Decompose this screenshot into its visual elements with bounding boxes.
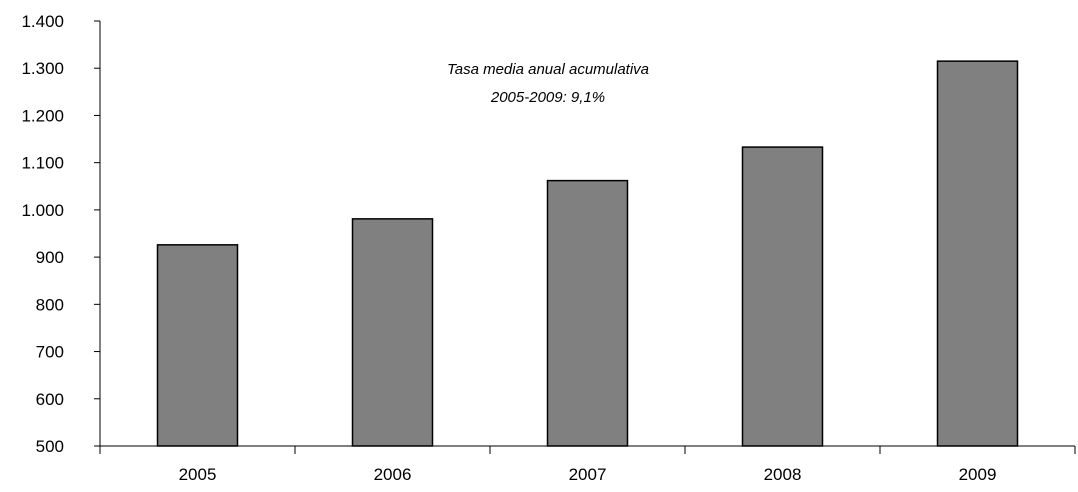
annotation-line-2: 2005-2009: 9,1%: [490, 89, 605, 106]
x-tick-label: 2006: [374, 465, 412, 484]
y-tick-label: 1.300: [21, 59, 64, 78]
bar-2005: [156, 244, 239, 447]
y-tick-label: 1.100: [21, 154, 64, 173]
x-tick-label: 2005: [179, 465, 217, 484]
y-tick-label: 800: [36, 295, 64, 314]
bar-2006: [351, 218, 434, 447]
bar-2008: [741, 146, 824, 447]
x-tick-label: 2009: [959, 465, 997, 484]
bar-2009: [936, 60, 1019, 447]
y-axis: 500 600 700 800 900 1.000 1.100 1.200 1.300 1.400: [21, 12, 101, 456]
y-tick-label: 600: [36, 390, 64, 409]
x-tick-label: 2008: [764, 465, 802, 484]
bars: [156, 60, 1019, 447]
bar-2007: [546, 179, 629, 447]
y-tick-label: 1.200: [21, 106, 64, 125]
y-tick-label: 1.400: [21, 12, 64, 31]
y-tick-label: 900: [36, 248, 64, 267]
y-tick-label: 500: [36, 437, 64, 456]
annotation-line-1: Tasa media anual acumulativa: [447, 61, 649, 78]
x-tick-label: 2007: [569, 465, 607, 484]
y-tick-label: 700: [36, 343, 64, 362]
annotation: Tasa media anual acumulativa 2005-2009: …: [447, 61, 649, 106]
y-tick-label: 1.000: [21, 201, 64, 220]
x-axis: 2005 2006 2007 2008 2009: [99, 445, 1076, 484]
